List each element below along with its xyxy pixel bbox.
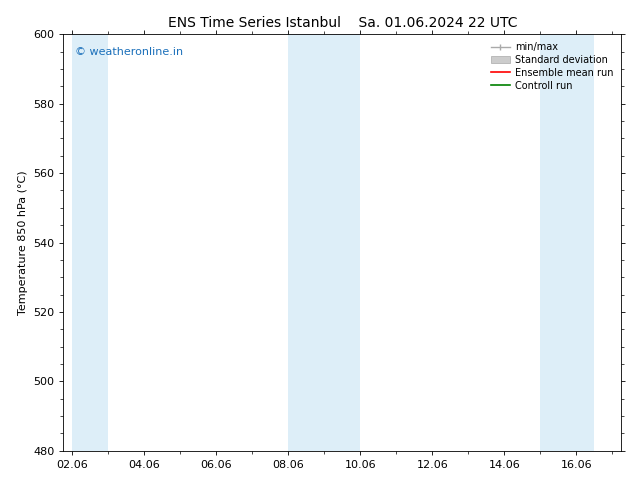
Text: © weatheronline.in: © weatheronline.in xyxy=(75,47,183,57)
Bar xyxy=(72,34,108,451)
Bar xyxy=(288,34,360,451)
Title: ENS Time Series Istanbul    Sa. 01.06.2024 22 UTC: ENS Time Series Istanbul Sa. 01.06.2024 … xyxy=(167,16,517,30)
Y-axis label: Temperature 850 hPa (°C): Temperature 850 hPa (°C) xyxy=(18,170,27,315)
Bar xyxy=(540,34,594,451)
Legend: min/max, Standard deviation, Ensemble mean run, Controll run: min/max, Standard deviation, Ensemble me… xyxy=(487,38,618,95)
